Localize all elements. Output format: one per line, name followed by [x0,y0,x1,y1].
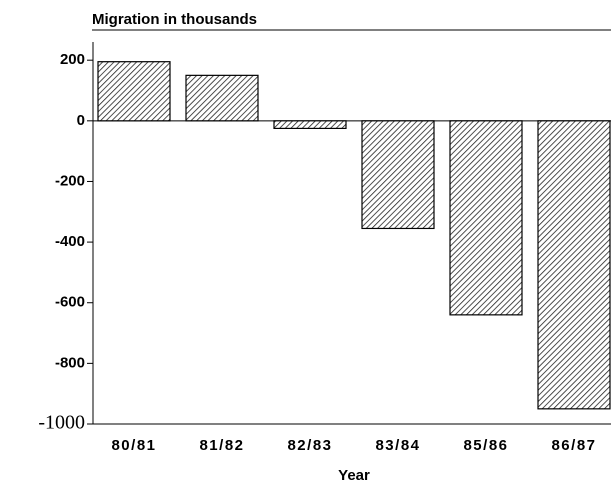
y-tick-label: -1000 [38,412,85,434]
bar [361,120,435,230]
x-tick-label: 83/84 [375,437,420,454]
bar [537,120,611,410]
x-axis-label: Year [338,467,370,484]
chart-title: Migration in thousands [92,11,257,28]
y-tick-label: -600 [55,294,85,311]
y-tick-label: -400 [55,233,85,250]
x-tick-label: 86/87 [551,437,596,454]
x-tick-label: 85/86 [463,437,508,454]
y-tick-label: -200 [55,172,85,189]
bar [449,120,523,316]
x-tick-label: 82/83 [287,437,332,454]
bar [97,61,171,122]
y-tick-label: 0 [77,112,85,129]
y-tick-label: -800 [55,354,85,371]
bar [185,74,259,122]
y-tick-label: 200 [60,51,85,68]
x-tick-label: 81/82 [199,437,244,454]
bar [273,120,347,130]
x-tick-label: 80/81 [111,437,156,454]
